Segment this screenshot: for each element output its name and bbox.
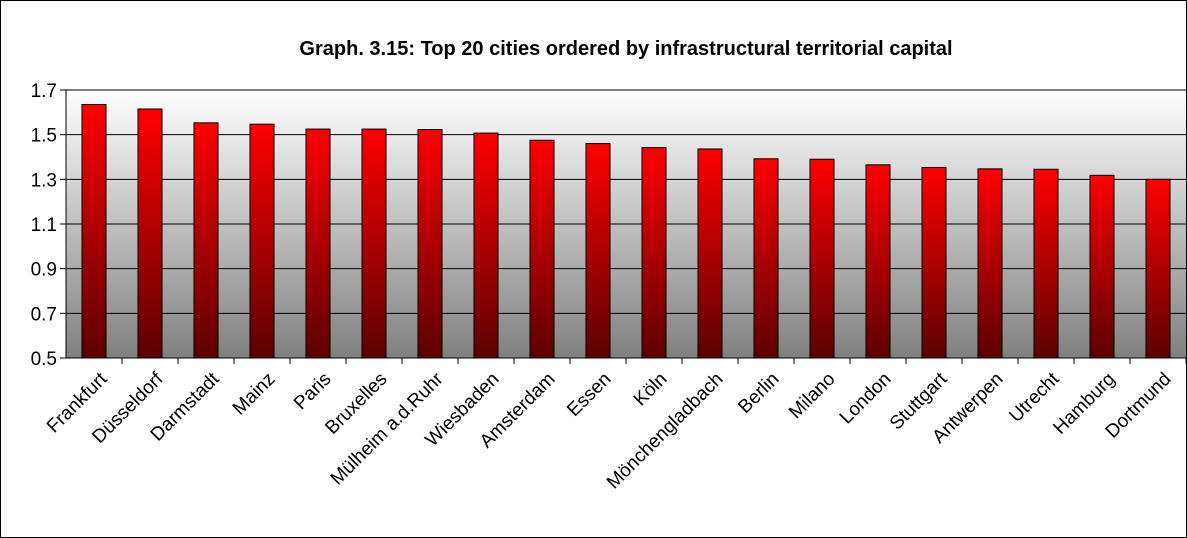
bar-milano bbox=[809, 158, 835, 359]
x-tick-label: Essen bbox=[563, 369, 615, 421]
bar-mainz bbox=[249, 123, 275, 359]
bar-k-ln bbox=[641, 147, 667, 359]
y-tick-label: 1.7 bbox=[31, 81, 57, 102]
bar-utrecht bbox=[1033, 168, 1059, 359]
bar-amsterdam bbox=[529, 139, 555, 359]
bar-bruxelles bbox=[361, 128, 387, 359]
y-tick-label: 0.5 bbox=[31, 349, 57, 370]
x-tick-label: Milano bbox=[785, 369, 839, 423]
x-tick-label: Köln bbox=[630, 369, 672, 411]
bar-dortmund bbox=[1145, 178, 1171, 359]
bar-london bbox=[865, 164, 891, 359]
y-tick-label: 0.9 bbox=[31, 260, 57, 281]
y-axis: 0.5 0.7 0.9 1.1 1.3 1.5 1.7 bbox=[31, 81, 67, 370]
bar-stuttgart bbox=[921, 166, 947, 359]
x-tick-label: Berlin bbox=[734, 369, 783, 418]
y-tick-label: 1.5 bbox=[31, 126, 57, 147]
bar-m-nchengladbach bbox=[697, 148, 723, 359]
x-tick-label: Paris bbox=[290, 369, 335, 414]
bar-darmstadt bbox=[193, 122, 219, 359]
bar-essen bbox=[585, 143, 611, 359]
bar-frankfurt bbox=[81, 104, 107, 359]
bar-paris bbox=[305, 128, 331, 359]
y-tick-label: 1.1 bbox=[31, 215, 57, 236]
bar-wiesbaden bbox=[473, 132, 499, 359]
x-tick-label: Mainz bbox=[229, 369, 280, 420]
bar-berlin bbox=[753, 158, 779, 359]
chart-title: Graph. 3.15: Top 20 cities ordered by in… bbox=[299, 38, 952, 60]
bar-hamburg bbox=[1089, 174, 1115, 359]
y-tick-label: 1.3 bbox=[31, 170, 57, 191]
y-tick-label: 0.7 bbox=[31, 304, 57, 325]
bar-m-lheim-a-d-ruhr bbox=[417, 129, 443, 359]
bar-antwerpen bbox=[977, 168, 1003, 359]
bar-d-sseldorf bbox=[137, 108, 163, 359]
